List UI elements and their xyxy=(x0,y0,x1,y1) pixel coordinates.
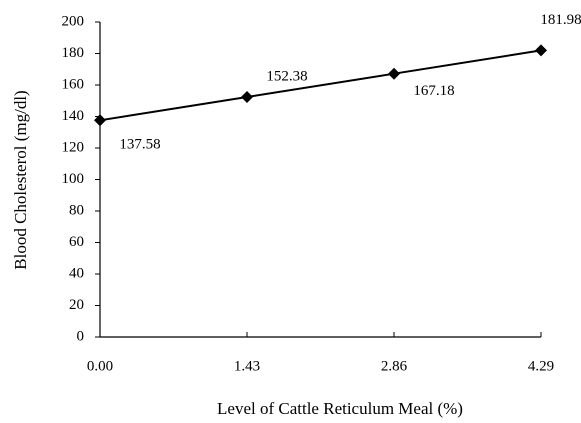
line xyxy=(99,49,542,122)
x-tick-label: 1.43 xyxy=(234,358,260,374)
marker xyxy=(388,67,400,80)
y-tick-label: 160 xyxy=(62,76,85,92)
y-tick-label: 180 xyxy=(62,45,85,61)
x-tick-label: 4.29 xyxy=(528,358,554,374)
data-label: 152.38 xyxy=(266,68,307,84)
data-label: 181.98 xyxy=(540,12,581,28)
data-label: 137.58 xyxy=(119,137,160,153)
y-tick-label: 140 xyxy=(62,108,85,124)
y-axis-label: Blood Cholesterol (mg/dl) xyxy=(11,90,30,269)
x-tick-label: 0.00 xyxy=(87,358,113,374)
y-tick-label: 200 xyxy=(62,13,85,29)
x-axis-label: Level of Cattle Reticulum Meal (%) xyxy=(217,399,463,418)
y-tick-label: 0 xyxy=(77,328,85,344)
marker xyxy=(241,91,253,104)
data-label: 167.18 xyxy=(413,83,454,99)
marker xyxy=(535,44,547,57)
y-tick-label: 40 xyxy=(69,265,84,281)
marker xyxy=(94,114,106,127)
y-tick-label: 20 xyxy=(69,297,84,313)
y-tick-label: 80 xyxy=(69,202,84,218)
x-tick-label: 2.86 xyxy=(381,358,408,374)
y-tick-label: 120 xyxy=(62,139,85,155)
y-tick-label: 100 xyxy=(62,171,85,187)
y-tick-label: 60 xyxy=(69,234,84,250)
